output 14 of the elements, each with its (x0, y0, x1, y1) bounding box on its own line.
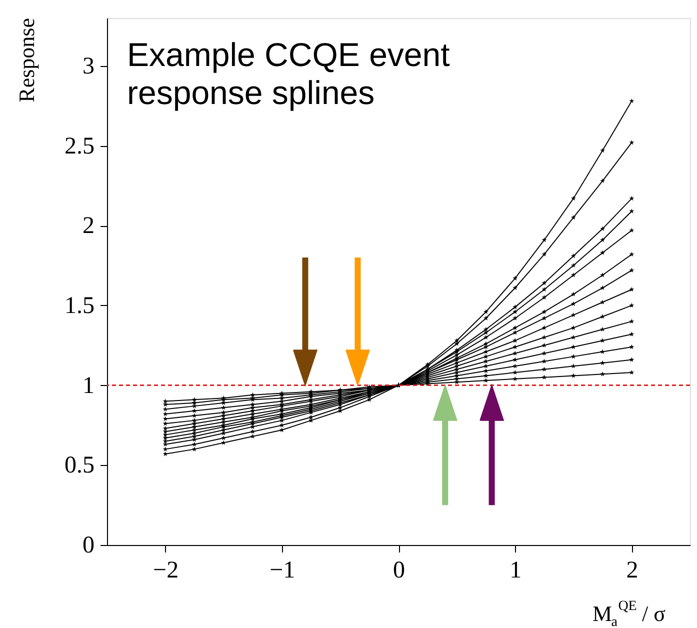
x-tick-label: −2 (153, 558, 179, 584)
y-tick-label: 2 (82, 213, 94, 240)
text: Example CCQE event response splines (127, 36, 450, 111)
y-tick-label: 1.5 (64, 292, 94, 319)
x-tick-label: 1 (510, 558, 522, 584)
y-tick-label: 0.5 (64, 452, 94, 479)
y-tick-label: 1 (82, 372, 94, 399)
y-tick-label: 3 (82, 53, 94, 80)
x-tick-label: −1 (270, 558, 296, 584)
y-axis-title: Response (14, 18, 39, 102)
y-tick-label: 2.5 (64, 133, 94, 160)
x-tick-label: 0 (393, 558, 405, 584)
x-tick-label: 2 (626, 558, 638, 584)
y-tick-label: 0 (82, 532, 94, 558)
